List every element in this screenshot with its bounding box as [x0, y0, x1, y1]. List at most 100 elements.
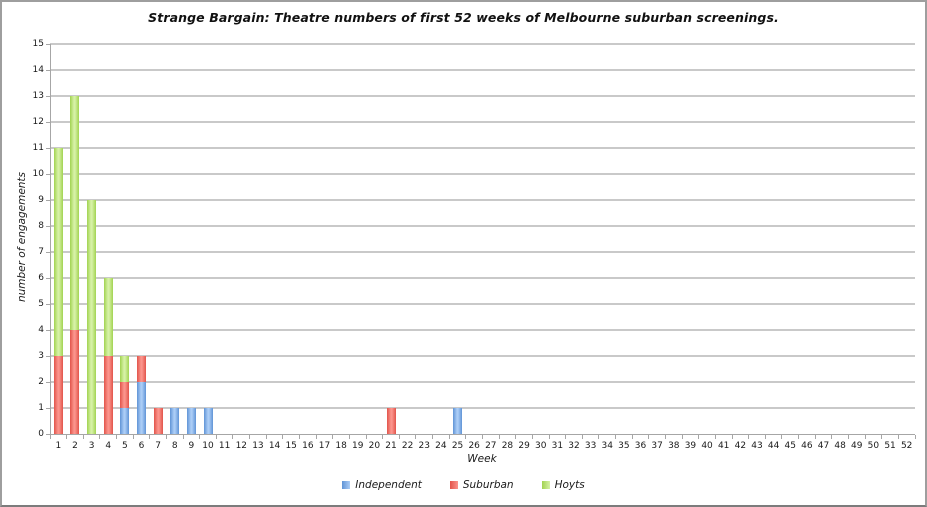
x-axis-tick-label-48: 48 — [834, 441, 846, 451]
x-tick-12 — [249, 435, 251, 439]
x-axis-tick-label-13: 13 — [252, 441, 264, 451]
x-tick-50 — [881, 435, 883, 439]
x-tick-4 — [116, 435, 118, 439]
x-tick-44 — [781, 435, 783, 439]
x-tick-38 — [681, 435, 683, 439]
x-tick-52 — [914, 435, 916, 439]
y-tick-10 — [46, 173, 50, 175]
x-axis-tick-label-40: 40 — [701, 441, 713, 451]
x-tick-19 — [365, 435, 367, 439]
y-axis-tick-label: 5 — [38, 298, 44, 309]
x-axis-tick-label-4: 4 — [105, 441, 112, 451]
x-axis-tick-label-39: 39 — [684, 441, 697, 451]
x-tick-49 — [864, 435, 866, 439]
x-axis-tick-label-21: 21 — [385, 441, 397, 451]
x-tick-42 — [748, 435, 750, 439]
y-axis-tick-label: 15 — [32, 38, 44, 49]
x-axis-tick-label-46: 46 — [801, 441, 813, 451]
bar-week-8-independent — [170, 408, 180, 434]
x-axis-tick-label-26: 26 — [468, 441, 480, 451]
x-axis-tick-label-51: 51 — [884, 441, 896, 451]
y-tick-6 — [46, 277, 50, 279]
bar-week-25-independent — [453, 408, 463, 434]
x-axis-tick-label-45: 45 — [784, 441, 796, 451]
gridline-y-14 — [50, 69, 915, 71]
x-tick-2 — [82, 435, 84, 439]
y-axis-tick-label: 2 — [38, 376, 44, 387]
x-tick-33 — [598, 435, 600, 439]
bar-week-5-suburban — [120, 382, 130, 408]
x-axis-tick-label-49: 49 — [851, 441, 863, 451]
y-axis-tick-label: 0 — [38, 428, 44, 439]
x-axis-tick-label-31: 31 — [551, 441, 564, 451]
x-axis-tick-label-36: 36 — [634, 441, 647, 451]
x-axis-tick-label-32: 32 — [568, 441, 580, 451]
x-axis-tick-label-30: 30 — [534, 441, 547, 451]
x-tick-18 — [348, 435, 350, 439]
y-axis-tick-label: 11 — [32, 142, 44, 153]
y-axis-tick-label: 13 — [32, 90, 44, 101]
x-tick-48 — [847, 435, 849, 439]
x-axis-tick-label-37: 37 — [651, 441, 663, 451]
x-tick-45 — [798, 435, 800, 439]
x-tick-35 — [631, 435, 633, 439]
x-axis-line — [50, 434, 915, 435]
x-axis-tick-label-28: 28 — [501, 441, 514, 451]
y-axis-tick-label: 6 — [38, 272, 44, 283]
y-tick-9 — [46, 199, 50, 201]
y-tick-12 — [46, 121, 50, 123]
x-axis-tick-label-19: 19 — [352, 441, 364, 451]
x-tick-27 — [498, 435, 500, 439]
y-axis-tick-label: 10 — [32, 168, 44, 179]
y-axis-tick-label: 8 — [38, 220, 44, 231]
x-tick-51 — [897, 435, 899, 439]
x-tick-6 — [149, 435, 151, 439]
x-tick-15 — [299, 435, 301, 439]
x-axis-tick-label-3: 3 — [88, 441, 95, 451]
x-tick-40 — [714, 435, 716, 439]
y-axis-tick-label: 4 — [38, 324, 44, 335]
x-axis-tick-label-44: 44 — [767, 441, 780, 451]
x-axis-tick-label-6: 6 — [138, 441, 145, 451]
gridline-y-2 — [50, 381, 915, 383]
x-axis-tick-label-42: 42 — [734, 441, 747, 451]
x-axis-tick-label-18: 18 — [335, 441, 347, 451]
x-tick-0 — [49, 435, 51, 439]
x-tick-24 — [448, 435, 450, 439]
x-tick-9 — [199, 435, 201, 439]
gridline-y-3 — [50, 355, 915, 357]
y-tick-5 — [46, 303, 50, 305]
x-tick-13 — [265, 435, 267, 439]
bar-week-10-independent — [203, 408, 213, 434]
y-tick-13 — [46, 95, 50, 97]
y-tick-0 — [46, 433, 50, 435]
legend: Independent Suburban Hoyts — [2, 479, 925, 491]
x-axis-tick-label-24: 24 — [435, 441, 447, 451]
legend-marker-independent — [342, 481, 351, 489]
y-axis-tick-label: 12 — [32, 116, 44, 127]
gridline-y-11 — [50, 147, 915, 149]
legend-marker-suburban — [449, 481, 458, 489]
x-axis-tick-label-50: 50 — [867, 441, 880, 451]
x-tick-43 — [764, 435, 766, 439]
bar-week-1-hoyts — [53, 148, 63, 356]
y-tick-15 — [46, 43, 50, 45]
bar-week-2-suburban — [70, 330, 80, 434]
bar-week-6-suburban — [136, 356, 146, 382]
y-axis-line — [50, 44, 51, 434]
y-axis-tick-label: 9 — [38, 194, 44, 205]
x-axis-tick-label-12: 12 — [235, 441, 248, 451]
legend-marker-hoyts — [541, 481, 550, 489]
bar-week-21-suburban — [386, 408, 396, 434]
bar-week-9-independent — [186, 408, 196, 434]
x-tick-29 — [531, 435, 533, 439]
x-tick-21 — [398, 435, 400, 439]
y-axis-tick-label: 1 — [38, 402, 44, 413]
x-tick-14 — [282, 435, 284, 439]
x-axis-tick-label-16: 16 — [302, 441, 314, 451]
bar-week-4-hoyts — [103, 278, 113, 356]
x-axis-tick-label-41: 41 — [717, 441, 730, 451]
x-axis-tick-label-2: 2 — [72, 441, 78, 451]
